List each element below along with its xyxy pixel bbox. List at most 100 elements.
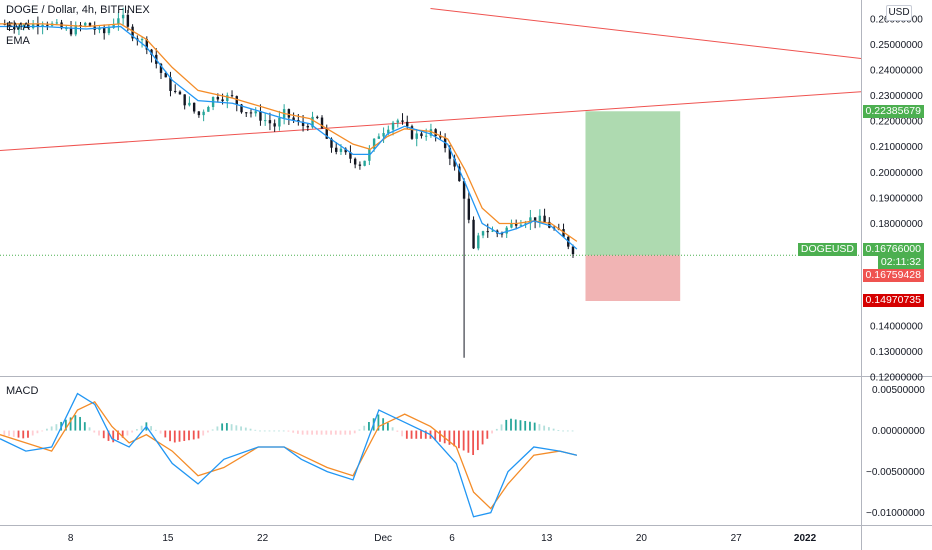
macd-axis-ticks[interactable]: 0.00500000 0.00000000 −0.00500000 −0.010000… (866, 385, 925, 519)
candle-body (159, 63, 163, 73)
macd-histogram-bar (202, 430, 205, 436)
price-tick-label: 0.20000000 (870, 168, 923, 179)
candle-body (363, 160, 366, 166)
macd-histogram-bar (74, 415, 77, 431)
macd-histogram-bar (169, 430, 171, 442)
macd-histogram-bar (235, 425, 238, 431)
macd-histogram-bar (287, 430, 290, 432)
macd-histogram-bar (244, 427, 247, 431)
macd-histogram-bar (263, 430, 266, 432)
candle-body (226, 95, 229, 102)
time-tick-label: 27 (731, 533, 743, 544)
candle-body (344, 148, 347, 153)
candle-body (183, 94, 186, 106)
macd-histogram-bar (552, 428, 555, 431)
macd-histogram-bar (12, 430, 15, 437)
macd-histogram-bar (386, 422, 389, 431)
candle-body (65, 28, 68, 30)
candle-body (472, 219, 475, 249)
target-price-tag: 0.22385679 (862, 104, 924, 118)
macd-histogram-bar (491, 430, 493, 434)
candle-body (562, 229, 565, 237)
macd-histogram-bar (88, 427, 91, 431)
macd-histogram-bar (282, 430, 285, 432)
macd-histogram-bar (69, 417, 72, 431)
macd-pane[interactable] (0, 378, 861, 525)
price-pane[interactable] (0, 0, 861, 376)
macd-histogram-bar (344, 430, 347, 435)
candle-body (107, 27, 111, 34)
macd-histogram-bar (529, 421, 531, 431)
ema-lines (0, 23, 578, 250)
loss-zone (585, 255, 681, 301)
trendline-1 (0, 91, 862, 152)
candle-body (259, 111, 262, 121)
profit-zone (585, 111, 681, 256)
price-tick-label: 0.24000000 (870, 65, 923, 76)
candle-body (514, 223, 518, 226)
macd-histogram-bar (112, 430, 115, 443)
trendlines[interactable] (0, 8, 862, 152)
macd-legend[interactable]: MACD (6, 385, 39, 397)
ema-legend-2[interactable]: EMA (6, 35, 30, 47)
currency-button[interactable]: USD (886, 5, 912, 21)
macd-histogram-bar (79, 416, 81, 431)
macd-histogram-bar (150, 426, 153, 431)
price-axis-ticks[interactable]: 0.260000000.250000000.240000000.23000000… (870, 14, 923, 383)
macd-histogram-bar (164, 430, 167, 438)
macd-histogram-bar (117, 430, 119, 441)
macd-histogram-bar (330, 430, 332, 435)
position-tool[interactable] (585, 111, 681, 301)
macd-indicator (0, 392, 578, 518)
countdown-tag: 02:11:32 (877, 255, 924, 269)
candle-body (221, 99, 224, 102)
macd-histogram-bar (424, 430, 427, 439)
macd-histogram-bar (458, 430, 460, 449)
macd-histogram-bar (543, 425, 546, 431)
candle-body (88, 22, 92, 27)
price-tick-label: 0.25000000 (870, 40, 923, 51)
candle-body (533, 217, 537, 222)
candle-body (84, 22, 87, 26)
macd-histogram-bar (439, 430, 441, 442)
time-tick-label: 6 (449, 533, 455, 544)
candle-body (301, 121, 305, 126)
candle-body (188, 102, 191, 106)
last-price-tag: 0.16766000 (862, 242, 924, 256)
macd-histogram-bar (467, 430, 470, 453)
macd-histogram-bar (538, 424, 541, 431)
macd-histogram-bar (415, 430, 418, 439)
macd-histogram-bar (476, 430, 479, 451)
ema-legend-1[interactable]: EMA (6, 21, 30, 33)
candle-body (178, 91, 182, 95)
candle-body (126, 14, 130, 27)
macd-line (0, 392, 578, 518)
candle-body (316, 116, 319, 118)
macd-histogram-bar (391, 427, 394, 431)
candle-body (98, 27, 101, 30)
candle-body (36, 23, 40, 27)
macd-histogram-bar (533, 422, 536, 431)
macd-histogram-bar (377, 414, 380, 431)
candle-body (112, 24, 115, 28)
macd-histogram-bar (481, 430, 484, 445)
time-tick-label: 15 (162, 533, 174, 544)
macd-histogram-bar (3, 430, 6, 436)
macd-histogram-bar (306, 430, 309, 435)
macd-histogram-bar (64, 419, 67, 431)
macd-histogram-bar (17, 430, 20, 438)
price-tick-label: 0.23000000 (870, 91, 923, 102)
macd-histogram-bar (334, 430, 337, 435)
macd-histogram-bar (363, 425, 366, 431)
time-tick-label: 8 (68, 533, 74, 544)
macd-histogram-bar (278, 430, 280, 432)
macd-histogram-bar (353, 430, 356, 434)
macd-histogram-bar (472, 430, 475, 455)
candle-body (391, 122, 395, 130)
candle-body (207, 106, 210, 112)
time-axis-ticks[interactable]: 8 15 22 Dec 6 13 20 27 2022 (68, 533, 817, 544)
candle-body (415, 133, 418, 139)
macd-histogram-bar (183, 430, 186, 441)
symbol-title[interactable]: DOGE / Dollar, 4h, BITFINEX (6, 4, 150, 16)
